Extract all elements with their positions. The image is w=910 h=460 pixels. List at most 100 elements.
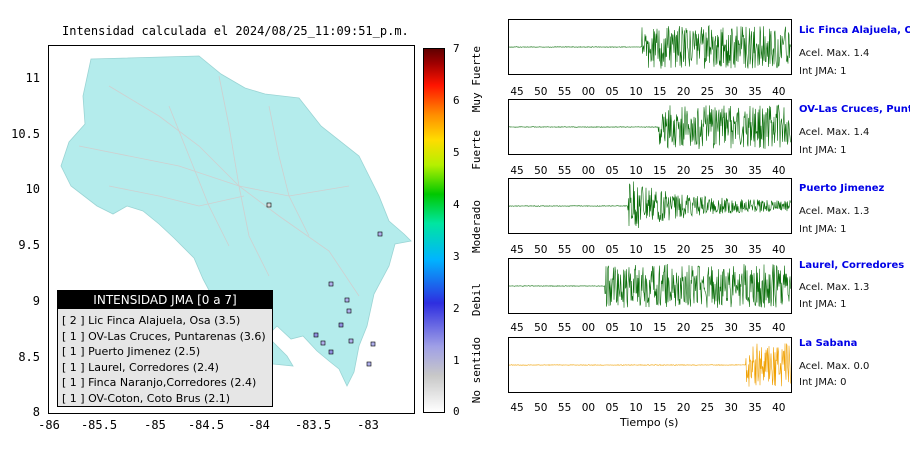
legend-row[interactable]: [ 2 ] Lic Finca Alajuela, Osa (3.5): [62, 314, 241, 327]
y-tick-8-5: 8.5: [18, 350, 40, 364]
label-debil: Debil: [470, 283, 483, 317]
time-tick: 00: [581, 322, 596, 334]
x-tick-neg85-5: -85.5: [80, 418, 118, 432]
time-tick: 45: [510, 322, 524, 334]
waveform-panel-4[interactable]: [508, 258, 792, 314]
time-tick: 05: [605, 402, 619, 414]
time-tick: 20: [676, 402, 691, 414]
time-tick: 25: [700, 402, 715, 414]
waveform-panel-5[interactable]: [508, 337, 792, 393]
time-tick: 55: [557, 402, 572, 414]
time-tick: 50: [534, 322, 548, 334]
time-tick: 10: [629, 322, 643, 334]
time-tick: 40: [772, 402, 786, 414]
time-tick: 20: [676, 322, 691, 334]
label-muy-fuerte: Muy Fuerte: [470, 46, 483, 113]
time-tick: 30: [724, 322, 738, 334]
time-tick: 55: [557, 322, 572, 334]
time-tick: 35: [748, 86, 762, 98]
x-tick-neg84: -84: [248, 418, 270, 432]
legend-row[interactable]: [ 1 ] Finca Naranjo,Corredores (2.4): [62, 376, 257, 389]
waveform-line: [509, 263, 791, 308]
label-moderado: Moderado: [470, 200, 483, 253]
intensity-colorbar: [423, 48, 445, 413]
costa-rica-map: [60, 55, 412, 387]
waveform-line: [509, 24, 791, 69]
time-tick: 45: [510, 402, 524, 414]
y-tick-10: 10: [25, 182, 40, 196]
time-tick: 25: [700, 244, 715, 256]
legend-row[interactable]: [ 1 ] OV-Las Cruces, Puntarenas (3.6): [62, 329, 266, 343]
x-axis-label: Tiempo (s): [620, 416, 679, 429]
time-tick: 00: [581, 86, 596, 98]
time-tick: 00: [581, 402, 596, 414]
station-name-4: Laurel, Corredores: [799, 260, 905, 271]
time-tick: 55: [557, 86, 572, 98]
colorbar-tick-6: 6: [453, 94, 460, 107]
intensity-legend: INTENSIDAD JMA [0 a 7] [ 2 ] Lic Finca A…: [57, 290, 273, 407]
time-tick: 40: [772, 165, 786, 177]
time-tick: 20: [676, 244, 691, 256]
time-tick: 15: [653, 322, 667, 334]
time-tick: 40: [772, 86, 786, 98]
y-tick-11: 11: [25, 71, 40, 85]
station-acel-4: Acel. Max. 1.3: [799, 282, 870, 293]
legend-row[interactable]: [ 1 ] Puerto Jimenez (2.5): [62, 345, 201, 358]
station-int-4: Int JMA: 1: [799, 299, 847, 310]
time-tick: 05: [605, 86, 619, 98]
time-tick: 15: [653, 244, 667, 256]
waveform-trace: [509, 104, 791, 150]
time-tick: 40: [772, 322, 786, 334]
time-tick: 55: [557, 165, 572, 177]
legend-row[interactable]: [ 1 ] Laurel, Corredores (2.4): [62, 360, 219, 374]
colorbar-tick-1: 1: [453, 354, 460, 367]
station-name-5: La Sabana: [799, 338, 858, 349]
colorbar-tick-4: 4: [453, 198, 460, 211]
time-tick: 15: [653, 86, 667, 98]
land-shape: [60, 55, 412, 387]
time-tick: 45: [510, 165, 524, 177]
waveform-trace: [509, 24, 791, 69]
time-tick: 50: [534, 402, 548, 414]
station-int-2: Int JMA: 1: [799, 145, 847, 156]
station-acel-2: Acel. Max. 1.4: [799, 127, 870, 138]
y-tick-9-5: 9.5: [18, 238, 40, 252]
waveform-panel-1[interactable]: [508, 19, 792, 75]
time-tick: 45: [510, 244, 524, 256]
time-tick: 05: [605, 322, 619, 334]
y-tick-10-5: 10.5: [11, 127, 40, 141]
time-tick: 35: [748, 165, 762, 177]
station-name-1: Lic Finca Alajuela, Osa: [799, 25, 910, 36]
time-tick: 20: [676, 86, 691, 98]
waveform-panel-3[interactable]: [508, 178, 792, 234]
legend-row[interactable]: [ 1 ] OV-Coton, Coto Brus (2.1): [62, 391, 231, 405]
colorbar-tick-5: 5: [453, 146, 460, 159]
waveform-line: [509, 342, 791, 387]
x-tick-neg86: -86: [38, 418, 60, 432]
waveform-trace: [509, 263, 791, 308]
roads: [78, 75, 360, 297]
label-no-sentido: No sentido: [470, 337, 483, 404]
y-tick-8: 8: [32, 405, 40, 419]
time-tick: 10: [629, 165, 643, 177]
x-tick-neg84-5: -84.5: [187, 418, 225, 432]
waveform-panel-2[interactable]: [508, 99, 792, 155]
station-int-5: Int JMA: 0: [799, 377, 847, 388]
x-tick-neg83-5: -83.5: [294, 418, 332, 432]
station-name-2: OV-Las Cruces, Puntarenas: [799, 104, 910, 115]
time-tick: 10: [629, 402, 643, 414]
map-title: Intensidad calculada el 2024/08/25_11:09…: [62, 24, 409, 38]
label-fuerte: Fuerte: [470, 130, 483, 170]
time-tick: 20: [676, 165, 691, 177]
legend-title: INTENSIDAD JMA [0 a 7]: [58, 291, 272, 309]
time-tick: 05: [605, 244, 619, 256]
time-tick: 10: [629, 244, 643, 256]
time-tick: 50: [534, 86, 548, 98]
waveform-line: [509, 181, 791, 229]
station-int-3: Int JMA: 1: [799, 224, 847, 235]
time-tick: 35: [748, 244, 762, 256]
time-tick: 25: [700, 165, 715, 177]
time-tick: 05: [605, 165, 619, 177]
time-tick: 25: [700, 86, 715, 98]
station-acel-3: Acel. Max. 1.3: [799, 206, 870, 217]
